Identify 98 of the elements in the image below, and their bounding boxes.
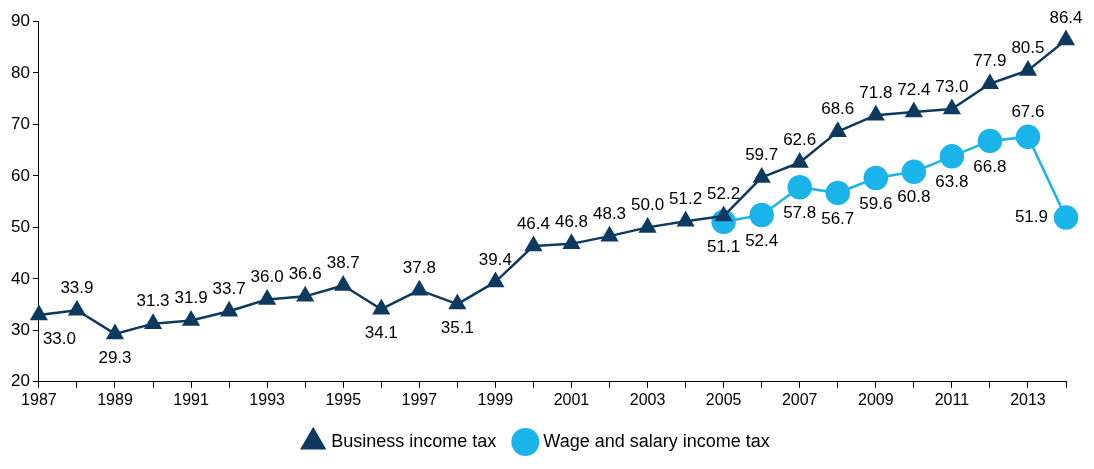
y-tick-label: 40: [10, 268, 30, 288]
data-label: 39.4: [478, 249, 512, 269]
point: [829, 122, 846, 137]
data-label: 35.1: [440, 317, 474, 337]
data-label: 71.8: [859, 82, 893, 102]
point: [68, 301, 86, 316]
data-label: 29.3: [98, 347, 132, 367]
x-tick-label: 1997: [401, 390, 438, 408]
x-tick-label: 1995: [325, 390, 362, 408]
point: [373, 299, 390, 315]
data-label: 33.9: [60, 277, 94, 297]
y-tick-label: 90: [10, 11, 30, 31]
data-label: 52.2: [707, 183, 741, 203]
data-label: 50.0: [631, 195, 665, 215]
data-label: 37.8: [402, 257, 436, 277]
point: [1015, 124, 1041, 150]
data-label: 36.6: [288, 264, 322, 284]
y-tick-label: 30: [10, 320, 30, 340]
data-label: 68.6: [821, 99, 855, 119]
data-label: 34.1: [364, 322, 398, 342]
data-label: 31.9: [174, 288, 208, 308]
legend-label: Wage and salary income tax: [543, 430, 770, 451]
point: [981, 74, 999, 90]
point: [939, 144, 965, 169]
point: [258, 290, 276, 305]
data-label: 56.7: [821, 208, 855, 228]
x-tick-label: 1993: [249, 390, 286, 408]
data-label: 48.3: [592, 203, 627, 223]
data-label: 38.7: [326, 253, 360, 273]
data-label: 46.4: [516, 213, 550, 233]
data-label: 59.6: [859, 193, 893, 213]
data-label: 36.0: [250, 267, 284, 287]
point: [977, 128, 1003, 154]
data-label: 66.8: [973, 156, 1007, 176]
x-tick-label: 2003: [629, 390, 666, 408]
x-tick-label: 2009: [858, 390, 894, 408]
point: [753, 168, 770, 183]
x-tick-label: 1989: [97, 390, 133, 408]
data-label: 31.3: [136, 291, 170, 311]
point: [791, 153, 808, 168]
data-label: 72.4: [897, 79, 931, 99]
data-label: 51.9: [1014, 207, 1048, 227]
x-tick-label: 1991: [173, 390, 209, 408]
data-label: 59.7: [745, 145, 779, 165]
data-label: 46.8: [554, 211, 589, 231]
point: [297, 287, 314, 302]
data-label: 63.8: [935, 172, 969, 192]
point: [144, 314, 162, 329]
data-label: 51.1: [707, 237, 741, 257]
point: [106, 324, 124, 340]
x-tick-label: 2013: [1010, 390, 1046, 408]
point: [863, 165, 889, 191]
y-tick-label: 20: [10, 371, 30, 391]
point: [487, 272, 504, 288]
y-tick-label: 60: [10, 165, 30, 185]
point: [449, 294, 466, 310]
point: [1053, 205, 1079, 230]
data-label: 86.4: [1049, 7, 1083, 27]
point: [901, 159, 927, 185]
point: [677, 211, 694, 227]
x-tick-label: 1987: [21, 390, 57, 408]
point: [220, 302, 238, 317]
point: [563, 234, 580, 250]
point: [335, 276, 352, 291]
legend-label: Business income tax: [331, 430, 497, 451]
point: [601, 226, 618, 242]
data-label: 67.6: [1011, 102, 1045, 122]
point: [825, 180, 851, 206]
data-label: 80.5: [1011, 38, 1045, 58]
y-tick-label: 50: [10, 217, 30, 237]
x-tick-label: 2007: [781, 390, 818, 408]
data-label: 33.7: [212, 278, 246, 298]
point: [411, 280, 428, 296]
data-label: 33.0: [42, 328, 76, 348]
y-tick-label: 80: [10, 62, 30, 82]
point: [30, 305, 48, 321]
point: [749, 202, 774, 228]
data-label: 73.0: [935, 76, 969, 96]
data-label: 60.8: [897, 187, 931, 207]
data-label: 62.6: [783, 130, 817, 150]
point: [905, 102, 923, 118]
x-tick-label: 2001: [553, 390, 590, 408]
point: [1019, 61, 1037, 76]
x-tick-label: 1999: [477, 390, 514, 408]
point: [525, 236, 542, 252]
y-tick-label: 70: [10, 114, 30, 134]
point: [1057, 30, 1075, 46]
data-label: 51.2: [669, 188, 703, 208]
point: [182, 311, 200, 326]
point: [787, 174, 812, 200]
x-tick-label: 2011: [934, 390, 970, 408]
data-label: 52.4: [745, 230, 779, 250]
x-tick-label: 2005: [705, 390, 742, 408]
point: [867, 105, 884, 121]
data-label: 57.8: [783, 202, 817, 222]
point: [943, 99, 961, 115]
point: [639, 218, 656, 233]
data-label: 77.9: [973, 51, 1007, 71]
